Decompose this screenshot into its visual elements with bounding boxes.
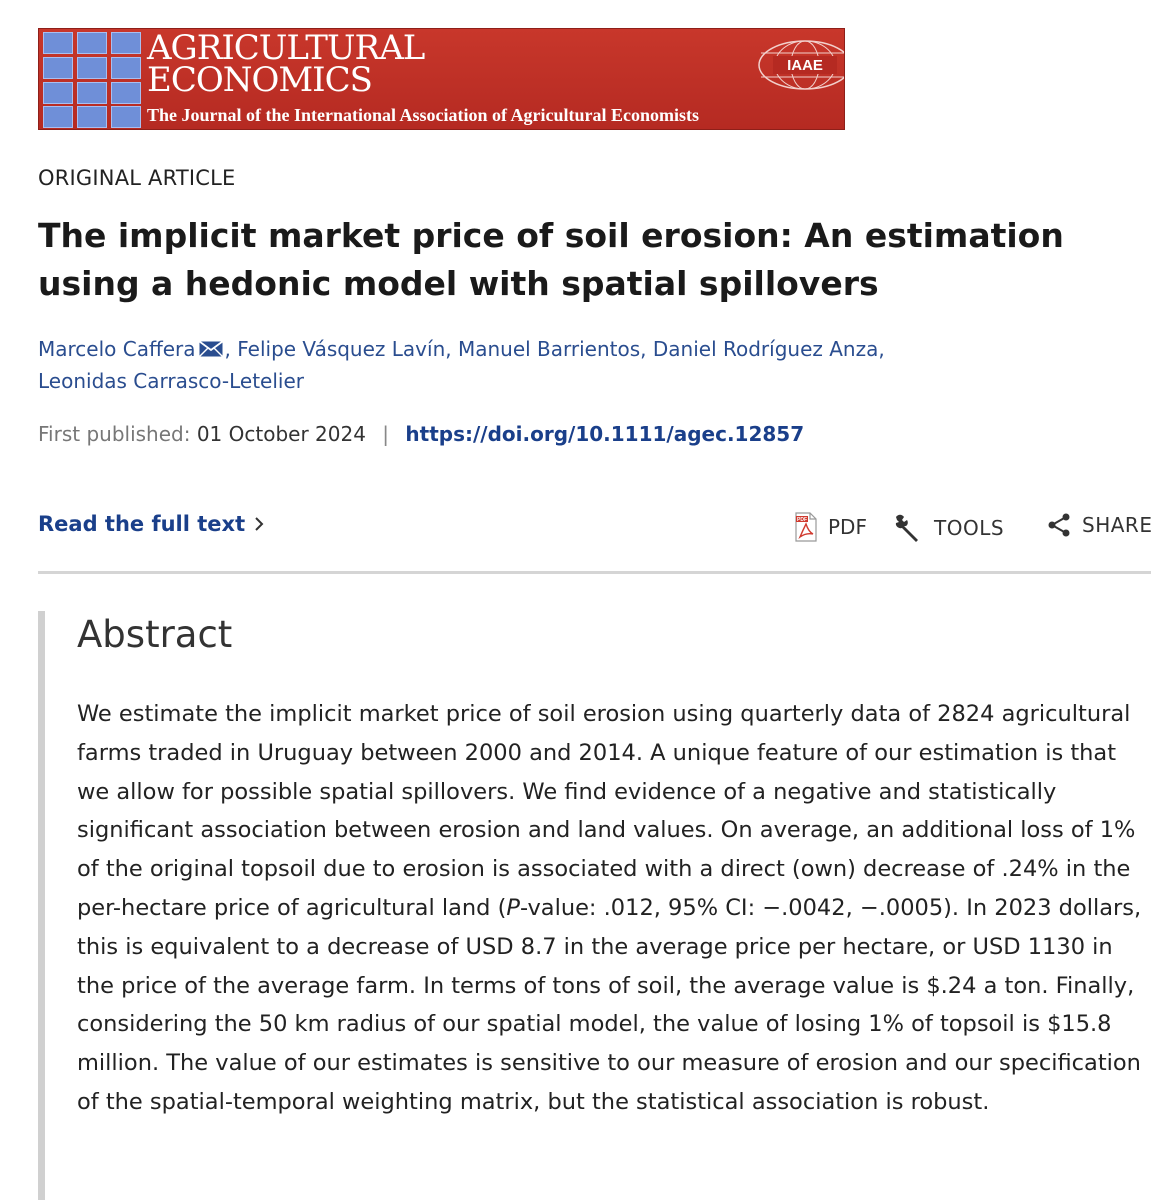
- share-label: SHARE: [1082, 513, 1153, 537]
- journal-logo-squares: [43, 32, 143, 128]
- read-full-text-label: Read the full text: [38, 512, 246, 536]
- author-list: Marcelo Caffera , Felipe Vásquez Lavín, …: [38, 337, 885, 393]
- svg-text:PDF: PDF: [797, 517, 807, 523]
- pdf-icon: PDF: [795, 512, 817, 542]
- abstract-text-part: We estimate the implicit market price of…: [77, 701, 1136, 921]
- wrench-icon: [895, 514, 918, 542]
- journal-subtitle: The Journal of the International Associa…: [147, 105, 700, 125]
- abstract-text: We estimate the implicit market price of…: [77, 695, 1152, 1122]
- published-date: 01 October 2024: [196, 422, 366, 446]
- article-type: ORIGINAL ARTICLE: [38, 166, 236, 190]
- abstract-heading: Abstract: [77, 613, 233, 656]
- pdf-label: PDF: [828, 515, 867, 539]
- article-title: The implicit market price of soil erosio…: [38, 216, 1064, 303]
- published-label: First published:: [38, 422, 191, 446]
- journal-banner[interactable]: AGRICULTURAL ECONOMICS The Journal of th…: [38, 28, 845, 130]
- iaae-globe-logo: IAAE: [758, 40, 844, 90]
- separator: |: [382, 422, 390, 446]
- author-link[interactable]: Leonidas Carrasco-Letelier: [38, 369, 304, 393]
- abstract-p-italic: P: [506, 894, 520, 921]
- iaae-logo-text: IAAE: [787, 57, 823, 74]
- doi-link[interactable]: https://doi.org/10.1111/agec.12857: [405, 422, 805, 446]
- author-link[interactable]: Marcelo Caffera: [38, 337, 196, 361]
- mail-icon[interactable]: [198, 341, 223, 357]
- share-icon: [1048, 513, 1070, 537]
- author-link[interactable]: Daniel Rodríguez Anza: [652, 337, 879, 361]
- chevron-right-icon: [255, 517, 264, 531]
- section-divider: [38, 571, 1151, 574]
- share-button[interactable]: SHARE: [1046, 512, 1152, 538]
- author-link[interactable]: Manuel Barrientos: [457, 337, 641, 361]
- journal-name-line2: ECONOMICS: [147, 60, 373, 100]
- author-link[interactable]: Felipe Vásquez Lavín: [237, 337, 446, 361]
- tools-label: TOOLS: [934, 516, 1005, 540]
- journal-name-line1: AGRICULTURAL: [147, 28, 425, 68]
- tools-button[interactable]: TOOLS: [892, 512, 1004, 544]
- read-full-text-link[interactable]: Read the full text: [38, 512, 265, 536]
- publication-info: First published: 01 October 2024 | https…: [38, 422, 804, 446]
- abstract-text-part: -value: .012, 95% CI: −.0042, −.0005). I…: [77, 894, 1142, 1115]
- pdf-button[interactable]: PDF PDF: [794, 512, 867, 542]
- abstract-section: Abstract We estimate the implicit market…: [38, 611, 1158, 1200]
